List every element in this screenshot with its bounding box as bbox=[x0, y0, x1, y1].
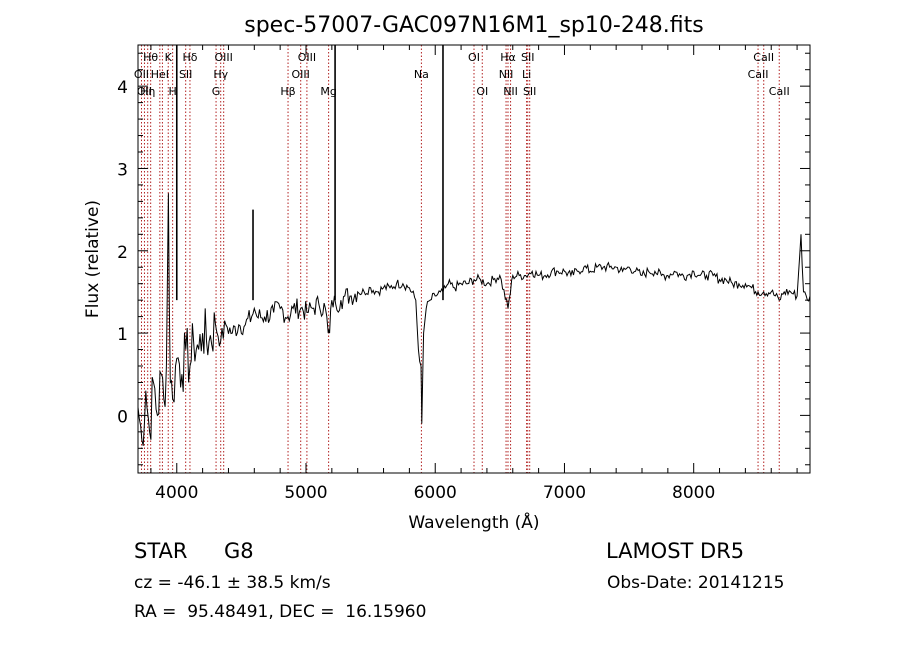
y-axis-label: Flux (relative) bbox=[83, 200, 103, 318]
y-tick-label-4: 4 bbox=[117, 78, 128, 98]
line-label-27: CaII bbox=[753, 51, 774, 64]
line-label-8: SII bbox=[179, 68, 192, 81]
line-label-14: OIII bbox=[292, 68, 310, 81]
line-label-10: G bbox=[212, 85, 221, 98]
line-label-11: Hγ bbox=[213, 68, 228, 81]
y-tick-label-2: 2 bbox=[117, 243, 128, 263]
x-tick-label-4: 8000 bbox=[672, 483, 715, 503]
survey-name: LAMOST DR5 bbox=[606, 539, 745, 563]
y-tick-label-1: 1 bbox=[117, 325, 128, 345]
line-label-25: SII bbox=[523, 85, 536, 98]
line-label-15: OIII bbox=[298, 51, 316, 64]
coordinates: RA = 95.48491, DEC = 16.15960 bbox=[134, 602, 427, 622]
x-tick-label-2: 6000 bbox=[414, 483, 457, 503]
line-label-6: K bbox=[165, 51, 173, 64]
y-tick-label-0: 0 bbox=[117, 407, 128, 427]
line-label-21: Hα bbox=[500, 51, 516, 64]
line-label-9: Hδ bbox=[182, 51, 197, 64]
line-label-12: OIII bbox=[214, 51, 232, 64]
spike-lines bbox=[175, 45, 444, 301]
object-subclass: G8 bbox=[224, 539, 254, 563]
y-tick-label-3: 3 bbox=[117, 160, 128, 180]
spectrum-line bbox=[137, 193, 811, 446]
line-label-4: HeI bbox=[151, 68, 169, 81]
redshift-value: cz = -46.1 ± 38.5 km/s bbox=[134, 573, 331, 593]
line-label-2: Hη bbox=[140, 85, 155, 98]
line-label-22: NII bbox=[503, 85, 518, 98]
observation-date: Obs-Date: 20141215 bbox=[607, 573, 785, 593]
object-class: STAR bbox=[134, 539, 188, 563]
line-label-17: Na bbox=[414, 68, 429, 81]
line-label-18: OI bbox=[468, 51, 480, 64]
x-tick-label-0: 4000 bbox=[155, 483, 198, 503]
line-label-1: OII bbox=[137, 85, 152, 98]
plot-frame bbox=[137, 44, 811, 474]
line-label-20: NII bbox=[499, 68, 514, 81]
line-label-24: SII bbox=[521, 51, 534, 64]
line-markers bbox=[140, 45, 780, 473]
x-tick-label-1: 5000 bbox=[284, 483, 327, 503]
chart-title: spec-57007-GAC097N16M1_sp10-248.fits bbox=[244, 13, 704, 38]
line-labels: OIIOIIHηHθHeIKHSIIHδGHγOIIIHβOIIIOIIIMgN… bbox=[134, 51, 790, 98]
y-axis: 0 1 2 3 4 bbox=[117, 52, 810, 466]
line-label-19: OI bbox=[476, 85, 488, 98]
x-axis-label: Wavelength (Å) bbox=[408, 511, 539, 533]
line-label-28: CaII bbox=[769, 85, 790, 98]
line-label-13: Hβ bbox=[280, 85, 295, 98]
x-axis: 4000 5000 6000 7000 8000 bbox=[150, 45, 798, 503]
x-tick-label-3: 7000 bbox=[543, 483, 586, 503]
line-label-26: CaII bbox=[748, 68, 769, 81]
line-label-7: H bbox=[168, 85, 176, 98]
line-label-23: Li bbox=[522, 68, 531, 81]
line-label-16: Mg bbox=[320, 85, 336, 98]
line-label-3: Hθ bbox=[143, 51, 158, 64]
